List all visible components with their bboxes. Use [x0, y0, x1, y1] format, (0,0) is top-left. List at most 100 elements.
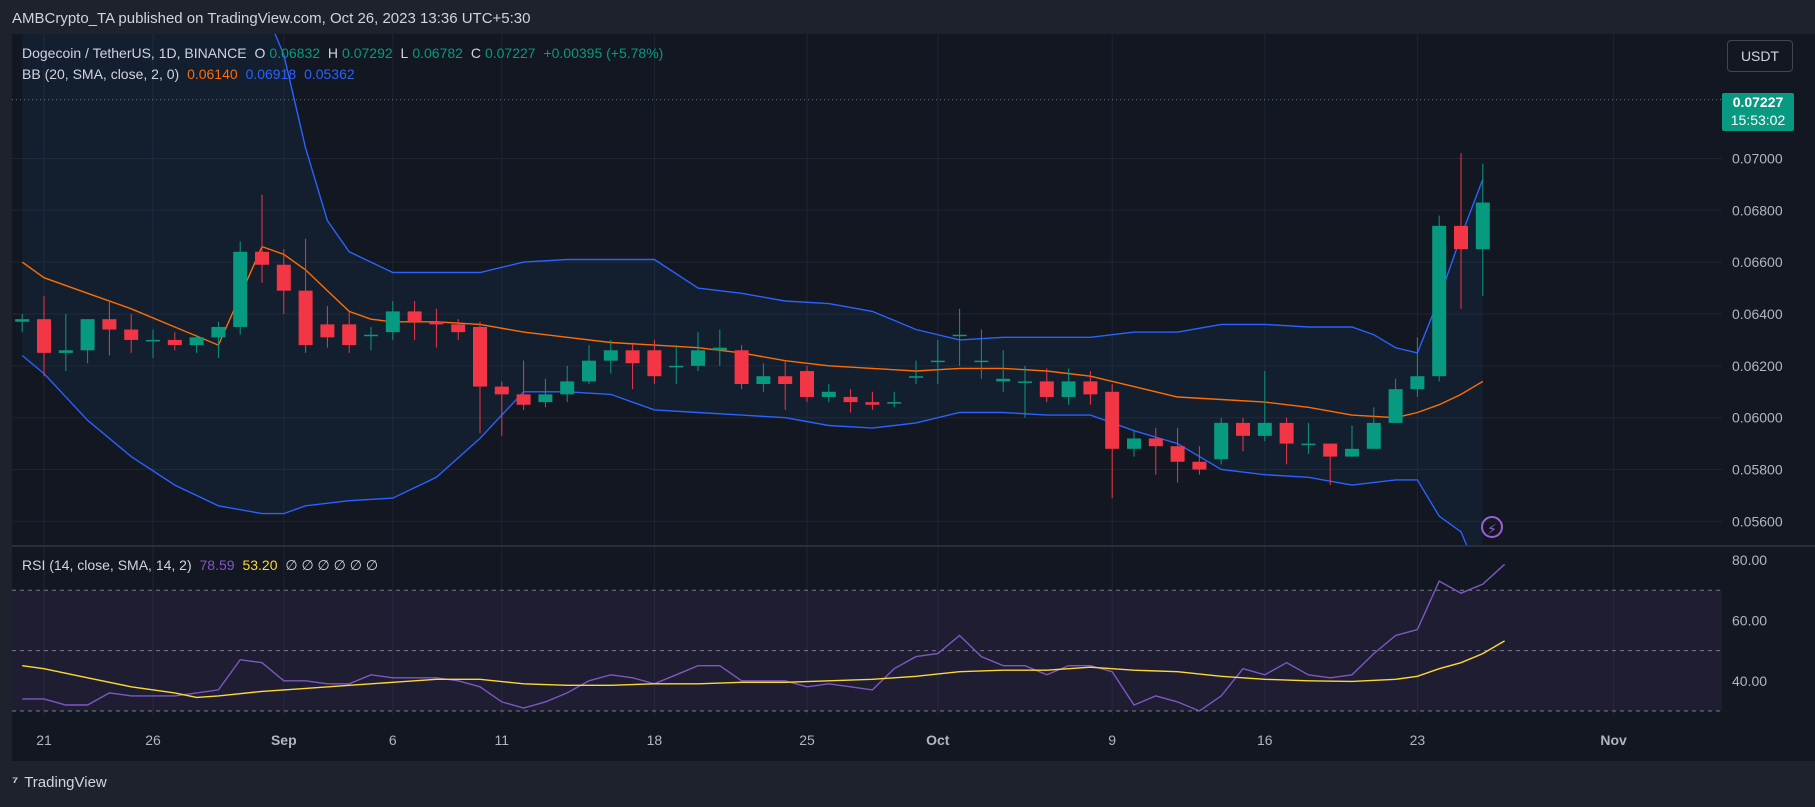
candle-body: [1018, 381, 1032, 383]
candle-body: [189, 337, 204, 346]
candle-body: [1475, 202, 1490, 250]
candle-body: [538, 394, 553, 403]
time-tick-label: 25: [799, 732, 815, 748]
candle-body: [843, 396, 858, 403]
candle-body: [756, 376, 771, 384]
candle-body: [712, 347, 727, 351]
candle-body: [211, 326, 226, 338]
candle-body: [146, 339, 160, 342]
rsi-value: 78.59: [199, 557, 235, 573]
rsi-tick-label: 40.00: [1732, 673, 1767, 689]
candle-body: [1105, 391, 1120, 449]
candle-body: [1039, 381, 1054, 397]
candle-body: [1061, 381, 1076, 397]
bb-upper-line: [274, 34, 1484, 354]
bb-label: BB (20, SMA, close, 2, 0): [22, 66, 180, 82]
bb-upper-value: 0.06918: [245, 66, 297, 82]
candle-body: [930, 360, 945, 363]
candle-body: [647, 350, 662, 377]
footer-brand[interactable]: ⁷ TradingView: [12, 774, 107, 791]
candle-body: [800, 371, 814, 397]
candle-body: [1257, 422, 1272, 436]
candle-body: [734, 350, 749, 384]
candle-body: [865, 402, 880, 405]
rsi-tick-label: 60.00: [1732, 612, 1767, 628]
candle-body: [37, 319, 51, 353]
candle-body: [102, 319, 117, 330]
low-value: 0.06782: [412, 45, 463, 61]
candle-body: [233, 251, 248, 327]
candle-body: [80, 319, 95, 351]
lightning-icon[interactable]: ⚡: [1481, 516, 1503, 538]
change-value: +0.00395 (+5.78%): [543, 45, 664, 61]
price-axis[interactable]: [1722, 34, 1815, 761]
currency-button[interactable]: USDT: [1727, 40, 1793, 72]
close-label: C: [470, 45, 481, 61]
candle-body: [451, 324, 466, 333]
candle-body: [1454, 225, 1468, 250]
time-tick-label: Sep: [271, 732, 297, 748]
price-tick-label: 0.05600: [1732, 513, 1783, 529]
time-tick-label: 18: [647, 732, 663, 748]
tradingview-logo-icon: ⁷: [12, 774, 19, 791]
candle-body: [974, 360, 989, 363]
candle-body: [342, 324, 357, 346]
candle-body: [887, 402, 902, 404]
rsi-empty-values: ∅ ∅ ∅ ∅ ∅ ∅: [285, 557, 379, 573]
candle-body: [1345, 448, 1359, 457]
symbol-name[interactable]: Dogecoin / TetherUS, 1D, BINANCE: [22, 45, 247, 61]
candle-body: [669, 365, 684, 368]
rsi-legend[interactable]: RSI (14, close, SMA, 14, 2) 78.59 53.20 …: [22, 557, 382, 574]
candle-body: [1301, 443, 1316, 446]
candle-body: [364, 334, 378, 337]
low-label: L: [400, 45, 409, 61]
candle-body: [1148, 438, 1163, 447]
candle-body: [778, 376, 793, 384]
time-tick-label: 26: [145, 732, 161, 748]
candle-body: [1170, 446, 1185, 462]
candle-body: [1083, 381, 1098, 395]
price-tick-label: 0.06800: [1732, 202, 1783, 218]
time-tick-label: 11: [495, 732, 510, 748]
last-price: 0.07227: [1732, 94, 1784, 110]
candle-body: [625, 350, 640, 364]
close-value: 0.07227: [484, 45, 536, 61]
time-tick-label: 9: [1108, 732, 1116, 748]
chart-pane[interactable]: [12, 34, 1722, 761]
candle-body: [1127, 438, 1141, 449]
rsi-ma-value: 53.20: [242, 557, 278, 573]
open-value: 0.06832: [269, 45, 321, 61]
candle-body: [1388, 389, 1403, 423]
candle-body: [276, 264, 291, 291]
candle-body: [821, 391, 836, 397]
bb-legend[interactable]: BB (20, SMA, close, 2, 0) 0.06140 0.0691…: [22, 66, 359, 82]
candle-body: [494, 386, 509, 395]
candle-body: [167, 339, 182, 346]
time-tick-label: 21: [36, 732, 52, 748]
last-price-label: 0.07227 15:53:02: [1722, 93, 1794, 131]
bb-basis-value: 0.06140: [187, 66, 238, 82]
rsi-tick-label: 80.00: [1732, 552, 1767, 568]
price-tick-label: 0.05800: [1732, 462, 1783, 478]
time-tick-label: Oct: [926, 732, 950, 748]
candle-body: [429, 321, 444, 325]
candle-body: [298, 290, 313, 346]
publisher-line: AMBCrypto_TA published on TradingView.co…: [12, 10, 531, 27]
high-label: H: [327, 45, 339, 61]
price-tick-label: 0.07000: [1732, 150, 1783, 166]
price-tick-label: 0.06600: [1732, 254, 1783, 270]
candle-body: [124, 329, 139, 340]
candle-body: [996, 378, 1011, 382]
time-tick-label: 23: [1410, 732, 1426, 748]
time-tick-label: 6: [389, 732, 397, 748]
candle-body: [1366, 422, 1381, 449]
open-label: O: [254, 45, 266, 61]
candle-body: [385, 311, 400, 333]
candle-body: [909, 376, 923, 378]
candle-body: [1236, 422, 1250, 436]
candle-body: [582, 360, 596, 382]
candle-body: [15, 319, 30, 322]
candle-body: [58, 350, 73, 353]
price-tick-label: 0.06200: [1732, 358, 1783, 374]
